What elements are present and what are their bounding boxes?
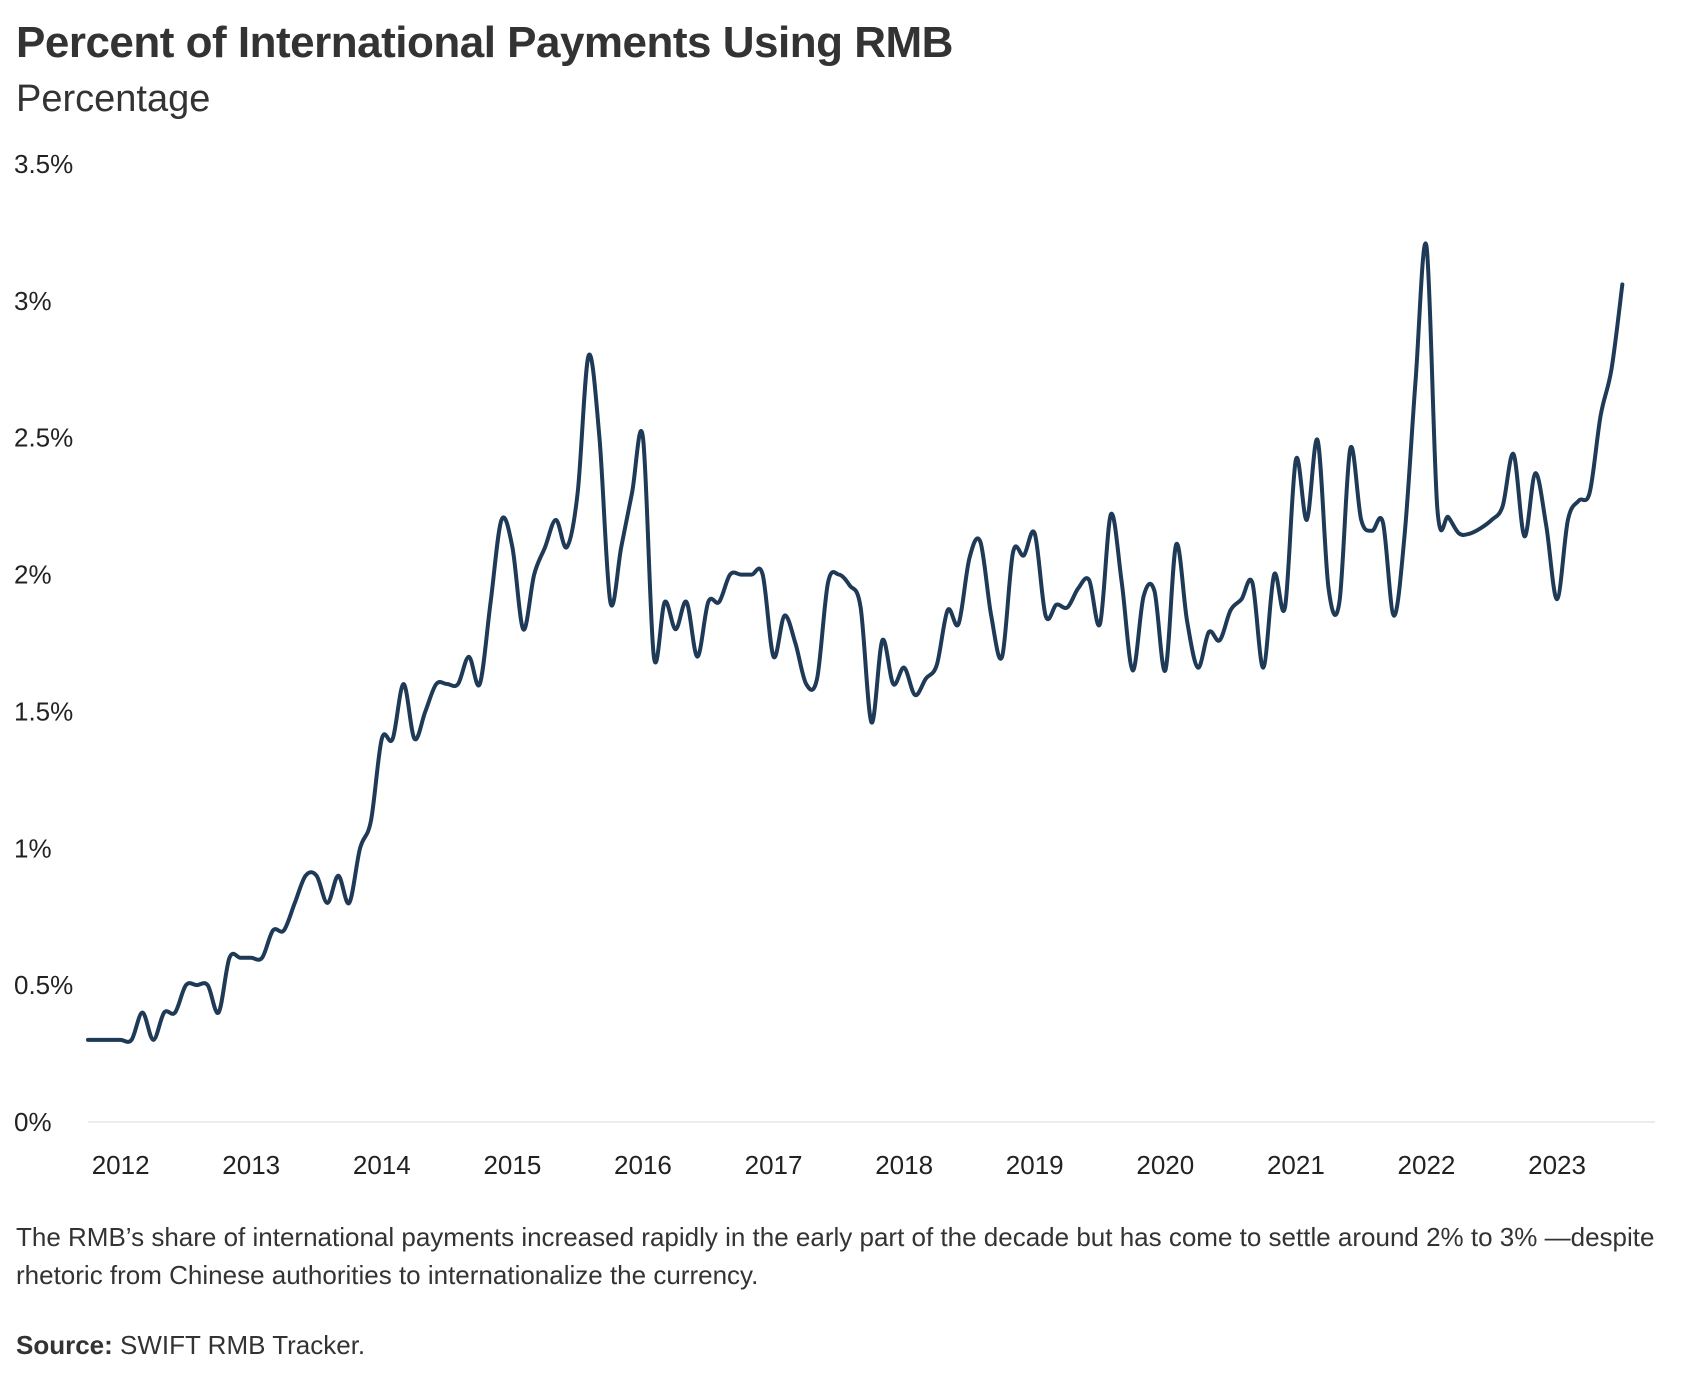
x-tick-label: 2018 xyxy=(875,1150,933,1180)
y-tick-label: 3% xyxy=(14,286,52,316)
y-tick-label: 3.5% xyxy=(14,149,73,179)
x-tick-label: 2023 xyxy=(1528,1150,1586,1180)
x-tick-label: 2012 xyxy=(92,1150,150,1180)
series-group xyxy=(86,241,1625,1044)
y-tick-label: 1.5% xyxy=(14,696,73,726)
chart-title: Percent of International Payments Using … xyxy=(16,18,953,67)
x-tick-label: 2015 xyxy=(483,1150,541,1180)
x-tick-label: 2021 xyxy=(1267,1150,1325,1180)
x-axis: 2012 2013 2014 2015 2016 2017 2018 2019 2020 2021… xyxy=(92,1150,1586,1180)
y-tick-label: 2% xyxy=(14,560,52,590)
y-tick-label: 0.5% xyxy=(14,970,73,1000)
chart-subtitle: Percentage xyxy=(16,78,211,120)
x-tick-label: 2019 xyxy=(1006,1150,1064,1180)
y-axis: 0% 0.5% 1% 1.5% 2% 2.5% 3% 3.5% xyxy=(14,149,1655,1137)
y-tick-label: 0% xyxy=(14,1107,52,1137)
line-chart: 0%0.5%1%1.5%2%2.5%3%3.5% 2012 2013 2014 201… xyxy=(14,149,1655,1180)
x-tick-label: 2017 xyxy=(745,1150,803,1180)
source-text: SWIFT RMB Tracker. xyxy=(120,1330,366,1360)
x-tick-label: 2014 xyxy=(353,1150,411,1180)
series-line xyxy=(86,241,1625,1044)
chart-caption: The RMB’s share of international payment… xyxy=(16,1222,1655,1290)
source-label: Source: xyxy=(16,1330,113,1360)
y-tick-label: 1% xyxy=(14,833,52,863)
x-tick-label: 2016 xyxy=(614,1150,672,1180)
x-tick-label: 2022 xyxy=(1398,1150,1456,1180)
x-tick-label: 2020 xyxy=(1136,1150,1194,1180)
y-tick-label: 2.5% xyxy=(14,423,73,453)
source-note: Source: SWIFT RMB Tracker. xyxy=(16,1330,365,1361)
x-tick-label: 2013 xyxy=(222,1150,280,1180)
